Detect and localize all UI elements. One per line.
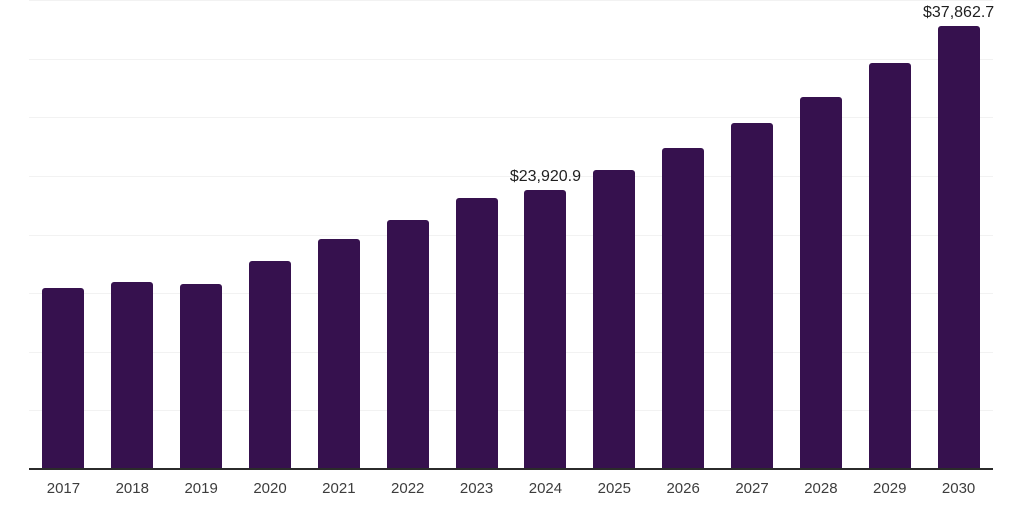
bars: $23,920.9 $37,862.7 (29, 0, 994, 470)
bar-2023 (455, 197, 498, 470)
bar-2028 (799, 96, 842, 470)
bar-2020 (249, 260, 291, 470)
bar-2025 (593, 169, 636, 470)
bar-column (373, 0, 442, 470)
bar-column (786, 0, 855, 470)
x-tick-2023: 2023 (459, 480, 494, 497)
bar-chart: $23,920.9 $37,862.7 2017 2018 2019 2020 2021 2… (29, 0, 994, 512)
bar-column (98, 0, 167, 470)
x-tick-2021: 2021 (322, 480, 356, 497)
x-tick-2025: 2025 (597, 480, 631, 497)
bar-2029 (868, 63, 911, 470)
gridline (29, 0, 993, 1)
value-label-2024: $23,920.9 (509, 167, 582, 185)
value-label-2030: $37,862.7 (923, 4, 995, 22)
bar-column (304, 0, 373, 470)
bar-2019 (180, 284, 223, 470)
x-tick-2024: 2024 (528, 480, 563, 497)
bar-column (29, 0, 98, 470)
bar-2030: $37,862.7 (923, 4, 994, 470)
x-tick-2022: 2022 (391, 480, 425, 497)
x-tick-2030: 2030 (941, 480, 976, 497)
gridline (29, 58, 993, 60)
x-tick-2020: 2020 (253, 480, 287, 497)
gridlines (29, 0, 993, 470)
bar-column (649, 0, 718, 470)
bar-2022 (386, 220, 429, 470)
x-tick-2017: 2017 (46, 480, 81, 497)
x-axis-line (29, 468, 993, 470)
plot-area: $23,920.9 $37,862.7 (29, 0, 994, 470)
x-tick-2018: 2018 (115, 480, 149, 497)
bar-column (236, 0, 305, 470)
bar-column: $37,862.7 (923, 0, 994, 470)
bar-column (442, 0, 511, 470)
bar-column (580, 0, 649, 470)
gridline (29, 293, 993, 295)
bar-column (718, 0, 787, 470)
x-tick-2026: 2026 (666, 480, 700, 497)
gridline (29, 117, 993, 119)
bar-2024: $23,920.9 (510, 168, 581, 470)
gridline (29, 234, 993, 236)
x-axis-labels: 2017 2018 2019 2020 2021 2022 2023 2024 2025 2026… (29, 470, 993, 512)
bar-2017 (42, 288, 85, 470)
bar-2026 (662, 148, 705, 470)
bar-column (855, 0, 924, 470)
gridline (29, 410, 993, 412)
gridline (29, 351, 993, 353)
x-tick-2019: 2019 (184, 480, 218, 497)
bar-column: $23,920.9 (510, 0, 581, 470)
bar-column (167, 0, 236, 470)
x-tick-2027: 2027 (735, 480, 769, 497)
gridline (29, 175, 993, 177)
bar-2021 (317, 239, 360, 470)
bar-2018 (111, 281, 154, 470)
x-tick-2029: 2029 (873, 480, 907, 497)
bar-2027 (731, 122, 774, 470)
x-tick-2028: 2028 (804, 480, 838, 497)
